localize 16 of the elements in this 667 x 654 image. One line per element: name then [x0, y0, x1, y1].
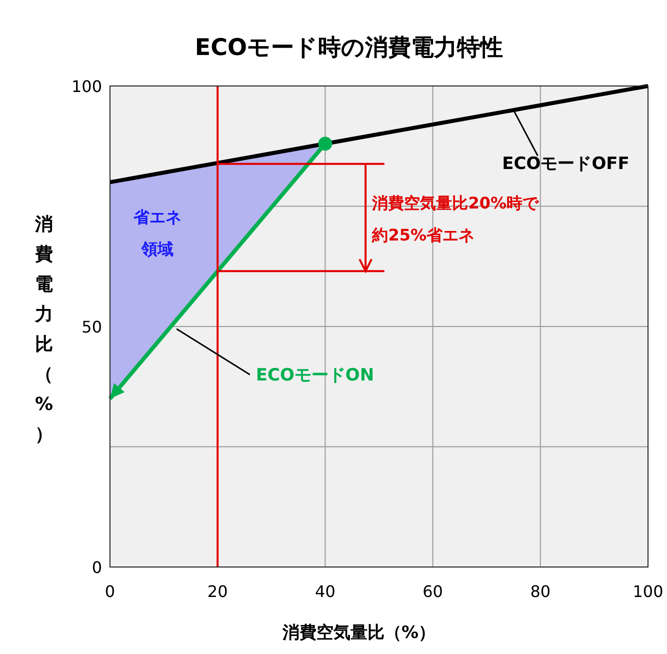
x-tick-label: 40: [315, 582, 336, 601]
chart-title: ECOモード時の消費電力特性: [194, 35, 504, 61]
x-tick-label: 60: [422, 582, 443, 601]
x-tick-label: 80: [530, 582, 551, 601]
annotation: 消費空気量比20%時で約25%省エネ: [371, 194, 540, 245]
x-tick-label: 20: [207, 582, 228, 601]
x-axis-title: 消費空気量比（%）: [281, 623, 436, 643]
annotation: 省エネ領域: [132, 208, 182, 259]
y-axis-title: 消費電力比（%）: [34, 214, 54, 445]
y-tick-label: 50: [82, 318, 102, 336]
text: ECOモードOFF: [502, 154, 630, 174]
text: ECOモードON: [256, 366, 374, 386]
y-tick-label: 100: [71, 77, 102, 96]
x-tick-label: 0: [104, 582, 116, 601]
y-tick-label: 0: [92, 558, 102, 577]
x-tick-label: 100: [632, 582, 664, 601]
